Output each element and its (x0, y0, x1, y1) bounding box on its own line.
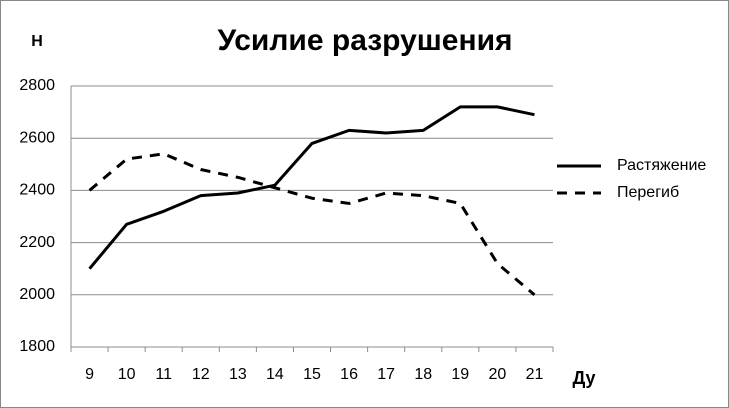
y-axis-label: Н (31, 33, 43, 50)
x-tick-label: 13 (229, 366, 247, 383)
x-tick-label: 10 (118, 366, 136, 383)
y-tick-label: 2800 (19, 77, 55, 94)
chart-title: Усилие разрушения (217, 24, 512, 57)
y-tick-label: 2200 (19, 234, 55, 251)
x-tick-label: 14 (266, 366, 284, 383)
y-tick-label: 2600 (19, 129, 55, 146)
x-tick-label: 19 (451, 366, 469, 383)
data-line (88, 152, 536, 296)
x-tick-label: 21 (526, 366, 544, 383)
x-tick-label: 20 (488, 366, 506, 383)
y-tick-label: 1800 (19, 338, 55, 355)
y-tick-label: 2000 (19, 286, 55, 303)
x-tick-label: 16 (340, 366, 358, 383)
x-axis-label: Ду (572, 368, 595, 388)
x-tick-label: 15 (303, 366, 321, 383)
legend-label: Растяжение (617, 157, 706, 174)
x-tick-label: 11 (155, 366, 172, 383)
x-tick-label: 17 (377, 366, 395, 383)
legend-label: Перегиб (617, 184, 679, 201)
x-tick-label: 12 (192, 366, 210, 383)
x-tick-label: 9 (85, 366, 94, 383)
data-line (88, 105, 535, 270)
y-tick-label: 2400 (19, 182, 55, 199)
x-tick-label: 18 (414, 366, 432, 383)
